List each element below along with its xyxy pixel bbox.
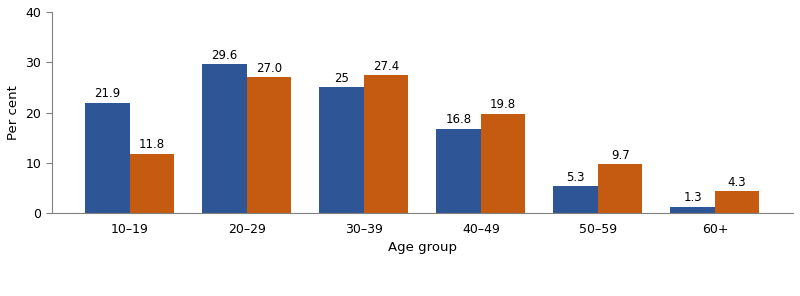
Bar [130,154,174,213]
Text: 19.8: 19.8 [490,98,516,111]
Bar [247,77,291,213]
Bar [202,64,247,213]
Bar [319,87,364,213]
Text: 25: 25 [334,72,349,85]
Y-axis label: Per cent: Per cent [7,85,20,140]
Text: 21.9: 21.9 [94,87,121,100]
Bar [481,114,526,213]
Bar [715,192,759,213]
X-axis label: Age group: Age group [388,242,457,254]
Bar [554,186,598,213]
Text: 27.0: 27.0 [256,62,282,75]
Text: 29.6: 29.6 [211,49,238,62]
Text: 4.3: 4.3 [728,176,746,189]
Text: 16.8: 16.8 [446,113,472,126]
Bar [670,207,715,213]
Text: 27.4: 27.4 [373,60,399,73]
Text: 11.8: 11.8 [139,138,166,151]
Text: 9.7: 9.7 [610,149,630,162]
Bar [86,103,130,213]
Bar [437,129,481,213]
Text: 1.3: 1.3 [683,191,702,204]
Bar [364,75,408,213]
Bar [598,164,642,213]
Text: 5.3: 5.3 [566,171,585,184]
